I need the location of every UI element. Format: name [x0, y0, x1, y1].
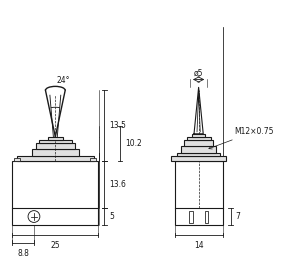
Text: 13.5: 13.5 — [109, 121, 126, 130]
Text: 14: 14 — [194, 241, 204, 250]
Bar — [91, 158, 96, 161]
Circle shape — [28, 211, 40, 222]
Bar — [17, 156, 94, 161]
Bar — [181, 146, 216, 153]
Bar — [192, 134, 205, 137]
Bar — [175, 161, 223, 225]
Bar — [32, 149, 79, 156]
Text: 24°: 24° — [56, 76, 70, 85]
Bar — [184, 140, 213, 146]
Text: 8.8: 8.8 — [17, 249, 29, 258]
Text: 13.6: 13.6 — [109, 180, 126, 189]
Bar — [39, 140, 72, 143]
Bar — [186, 137, 211, 140]
Text: 10.2: 10.2 — [125, 139, 142, 148]
Text: M12×0.75: M12×0.75 — [209, 127, 274, 149]
Bar — [14, 158, 20, 161]
Text: ø5: ø5 — [194, 69, 203, 77]
Bar — [47, 137, 63, 140]
Bar — [171, 156, 226, 161]
Text: 7: 7 — [235, 212, 240, 221]
Bar — [12, 161, 98, 225]
Bar — [189, 211, 193, 224]
Text: 25: 25 — [50, 241, 60, 250]
Bar — [204, 211, 209, 224]
Text: 5: 5 — [109, 212, 114, 221]
Bar — [177, 153, 220, 156]
Bar — [36, 143, 75, 149]
